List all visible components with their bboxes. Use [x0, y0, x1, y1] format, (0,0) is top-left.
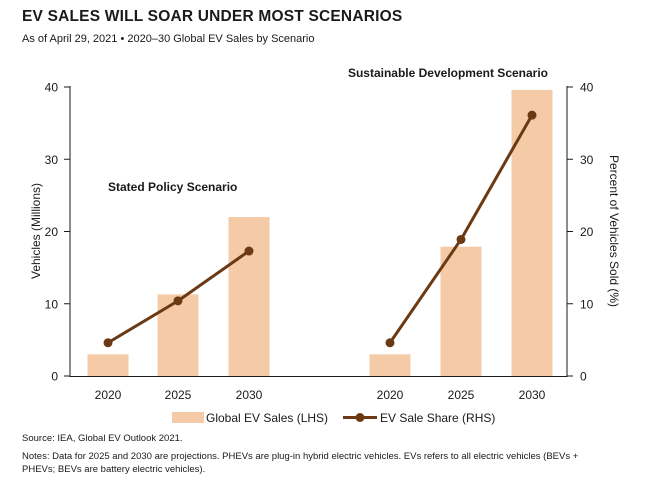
- scenario-label: Stated Policy Scenario: [108, 180, 237, 194]
- left-axis-tick-label: 40: [45, 81, 59, 95]
- right-axis-tick-label: 40: [580, 81, 594, 95]
- share-marker: [244, 246, 254, 256]
- chart-title: EV SALES WILL SOAR UNDER MOST SCENARIOS: [22, 8, 403, 25]
- x-tick-label: 2020: [95, 388, 122, 402]
- left-axis-tick-label: 10: [45, 297, 59, 311]
- bar: [511, 89, 553, 376]
- bar: [87, 354, 129, 376]
- legend-bar-label: Global EV Sales (LHS): [206, 411, 328, 425]
- x-tick-label: 2020: [377, 388, 404, 402]
- scenario-label: Sustainable Development Scenario: [348, 66, 548, 80]
- left-axis-tick-label: 30: [45, 153, 59, 167]
- bar: [440, 246, 482, 376]
- bar: [228, 217, 270, 376]
- right-axis-tick-label: 0: [580, 370, 587, 384]
- x-tick-label: 2025: [165, 388, 192, 402]
- x-tick-label: 2030: [519, 388, 546, 402]
- chart-subtitle: As of April 29, 2021 • 2020–30 Global EV…: [22, 33, 315, 45]
- right-axis-tick-label: 10: [580, 297, 594, 311]
- x-tick-label: 2030: [236, 388, 263, 402]
- right-axis-tick-label: 20: [580, 225, 594, 239]
- source-note: Source: IEA, Global EV Outlook 2021.: [22, 433, 183, 444]
- left-axis-label: Vehicles (Millions): [29, 183, 43, 279]
- legend-line-marker: [355, 413, 365, 422]
- left-axis-tick-label: 0: [51, 370, 58, 384]
- right-axis-label: Percent of Vehicles Sold (%): [607, 155, 621, 307]
- left-axis-tick-label: 20: [45, 225, 59, 239]
- footnote: Notes: Data for 2025 and 2030 are projec…: [22, 451, 579, 475]
- share-marker: [173, 296, 183, 306]
- bar: [369, 354, 411, 376]
- bar: [157, 294, 199, 376]
- legend-line-label: EV Sale Share (RHS): [380, 411, 495, 425]
- right-axis-tick-label: 30: [580, 153, 594, 167]
- share-marker: [103, 338, 113, 348]
- share-marker: [527, 110, 537, 120]
- share-marker: [385, 338, 395, 348]
- legend-bar-swatch: [172, 412, 204, 423]
- x-tick-label: 2025: [448, 388, 475, 402]
- share-marker: [456, 234, 466, 244]
